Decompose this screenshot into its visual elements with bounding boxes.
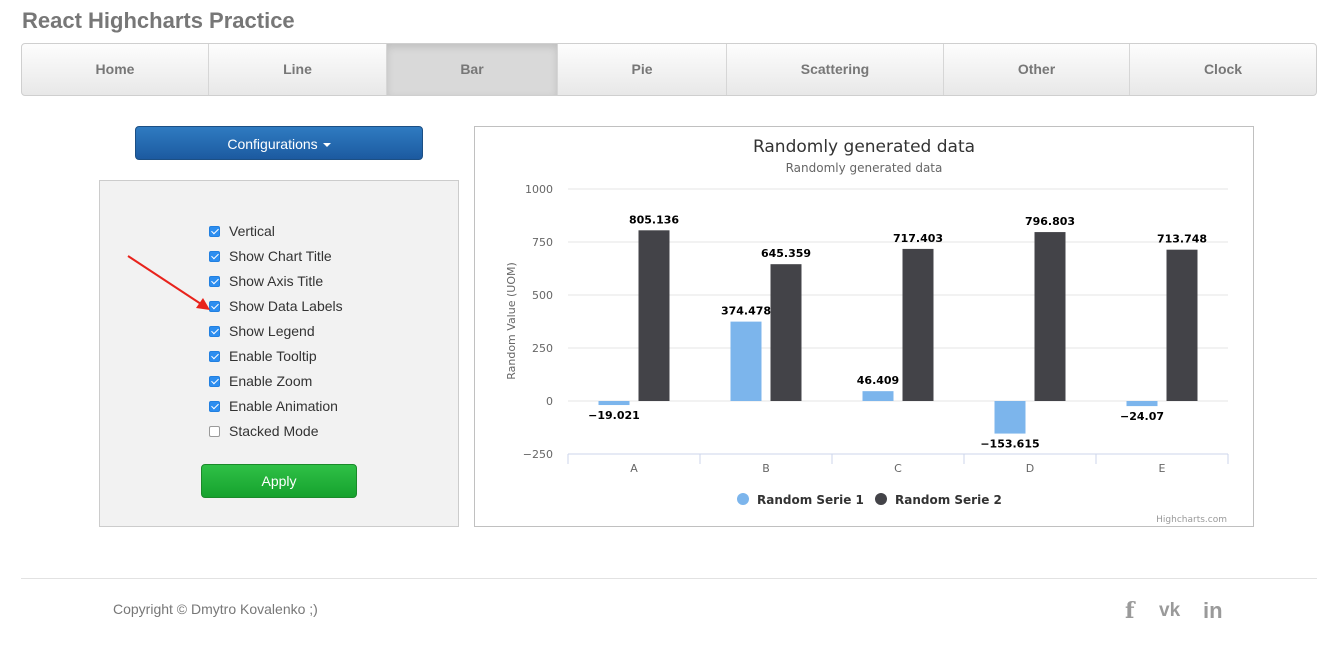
option-label: Show Data Labels (229, 298, 343, 314)
copyright-text: Copyright © Dmytro Kovalenko ;) (113, 601, 318, 617)
checkbox-show-data-labels[interactable] (209, 300, 220, 312)
data-label: −153.615 (980, 438, 1039, 451)
option-enable-zoom[interactable]: Enable Zoom (209, 371, 312, 391)
data-labels: −19.021 805.136 374.478 645.359 46.409 717.40… (588, 213, 1207, 450)
option-enable-tooltip[interactable]: Enable Tooltip (209, 346, 317, 366)
app-title: React Highcharts Practice (22, 8, 295, 33)
data-label: −24.07 (1120, 410, 1164, 423)
option-enable-animation[interactable]: Enable Animation (209, 396, 338, 416)
chart-credits[interactable]: Highcharts.com (1156, 515, 1227, 525)
option-label: Show Chart Title (229, 248, 332, 264)
bar-series-1[interactable] (862, 391, 894, 401)
y-tick-label: 750 (532, 236, 553, 249)
legend-label-series-1: Random Serie 1 (757, 493, 864, 507)
footer-divider (21, 578, 1317, 579)
option-stacked-mode[interactable]: Stacked Mode (209, 421, 319, 441)
tab-bar[interactable]: Bar (387, 44, 558, 95)
x-tick-label: D (1026, 462, 1034, 475)
option-show-axis-title[interactable]: Show Axis Title (209, 271, 323, 291)
legend-label-series-2: Random Serie 2 (895, 493, 1002, 507)
bar-series-2[interactable] (770, 264, 802, 401)
bar-chart: Randomly generated data Randomly generat… (474, 126, 1254, 527)
checkbox-enable-zoom[interactable] (209, 375, 220, 387)
option-label: Enable Zoom (229, 373, 313, 389)
bar-series-1[interactable] (598, 401, 630, 406)
caret-down-icon (322, 143, 331, 148)
y-tick-label: 500 (532, 289, 553, 302)
option-label: Show Axis Title (229, 273, 324, 289)
option-show-data-labels[interactable]: Show Data Labels (209, 296, 343, 316)
tab-scattering[interactable]: Scattering (727, 44, 944, 95)
main-nav: Home Line Bar Pie Scattering Other Clock (21, 43, 1317, 96)
bar-series-2[interactable] (638, 230, 670, 401)
legend-item-series-2[interactable]: Random Serie 2 (875, 493, 1002, 507)
chart-legend: Random Serie 1 Random Serie 2 (737, 493, 1002, 507)
x-tick-label: C (894, 462, 902, 475)
bar-series-2[interactable] (902, 248, 934, 401)
tab-pie[interactable]: Pie (558, 44, 727, 95)
checkbox-stacked-mode[interactable] (209, 425, 220, 437)
option-show-chart-title[interactable]: Show Chart Title (209, 246, 332, 266)
y-tick-label: 250 (532, 342, 553, 355)
red-arrow-annotation (127, 255, 210, 310)
checkbox-show-axis-title[interactable] (209, 275, 220, 287)
checkbox-show-legend[interactable] (209, 325, 220, 337)
linkedin-icon[interactable]: in (1203, 598, 1223, 623)
configurations-dropdown-button[interactable]: Configurations (135, 126, 423, 160)
option-label: Vertical (229, 223, 275, 239)
x-tick-label: E (1159, 462, 1166, 475)
vk-icon[interactable]: vk (1159, 600, 1181, 621)
y-axis-title: Random Value (UOM) (505, 262, 518, 380)
checkbox-vertical[interactable] (209, 225, 220, 237)
bar-series-1[interactable] (994, 401, 1026, 434)
bar-series-2[interactable] (1166, 249, 1198, 401)
x-tick-label: B (762, 462, 770, 475)
tab-clock[interactable]: Clock (1203, 61, 1243, 77)
x-tick-label: A (630, 462, 638, 475)
facebook-icon[interactable]: f (1125, 598, 1135, 624)
y-axis-ticks: −250 0 250 500 750 1000 (523, 183, 553, 461)
tab-other[interactable]: Other (944, 44, 1130, 95)
configurations-label: Configurations (227, 136, 318, 152)
data-label: 374.478 (721, 305, 771, 318)
checkbox-show-chart-title[interactable] (209, 250, 220, 262)
bar-series-2[interactable] (1034, 232, 1066, 401)
chart-canvas: Randomly generated data Randomly generat… (505, 137, 1229, 525)
option-label: Show Legend (229, 323, 315, 339)
bar-series-1[interactable] (730, 321, 762, 401)
x-axis: A B C D E (567, 453, 1229, 475)
tab-line[interactable]: Line (209, 44, 387, 95)
data-label: 717.403 (893, 232, 943, 245)
chart-title: Randomly generated data (753, 137, 975, 157)
option-label: Stacked Mode (229, 423, 319, 439)
apply-button[interactable]: Apply (201, 464, 357, 498)
data-label: 46.409 (857, 374, 899, 387)
option-show-legend[interactable]: Show Legend (209, 321, 315, 341)
checkbox-enable-tooltip[interactable] (209, 350, 220, 362)
data-label: 645.359 (761, 247, 811, 260)
y-tick-label: 1000 (525, 183, 553, 196)
option-label: Enable Tooltip (229, 348, 317, 364)
data-label: 805.136 (629, 213, 679, 226)
option-vertical[interactable]: Vertical (209, 221, 275, 241)
legend-marker-series-2 (875, 493, 887, 505)
legend-item-series-1[interactable]: Random Serie 1 (737, 493, 864, 507)
legend-marker-series-1 (737, 493, 749, 505)
chart-subtitle: Randomly generated data (786, 161, 943, 175)
bar-series-1[interactable] (1126, 401, 1158, 407)
data-label: 713.748 (1157, 233, 1207, 246)
checkbox-enable-animation[interactable] (209, 400, 220, 412)
bars (598, 230, 1198, 434)
option-label: Enable Animation (229, 398, 338, 414)
y-tick-label: 0 (546, 395, 553, 408)
data-label: −19.021 (588, 409, 640, 422)
y-tick-label: −250 (523, 448, 553, 461)
tab-home[interactable]: Home (22, 44, 209, 95)
configuration-panel: Vertical Show Chart Title Show Axis Titl… (99, 180, 459, 527)
data-label: 796.803 (1025, 215, 1075, 228)
